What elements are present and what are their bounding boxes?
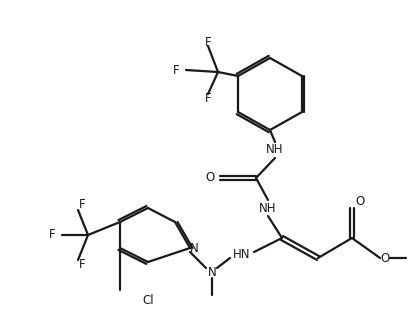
Text: F: F [49,228,55,241]
Text: NH: NH [258,201,276,214]
Text: Cl: Cl [142,293,153,306]
Text: F: F [204,36,211,49]
Text: N: N [189,241,198,254]
Text: N: N [207,265,216,278]
Text: O: O [380,251,389,264]
Text: F: F [204,93,211,106]
Text: NH: NH [265,144,283,157]
Text: O: O [205,171,214,184]
Text: HN: HN [233,248,250,261]
Text: O: O [355,195,364,208]
Text: F: F [79,258,85,271]
Text: F: F [172,64,179,77]
Text: F: F [79,198,85,211]
